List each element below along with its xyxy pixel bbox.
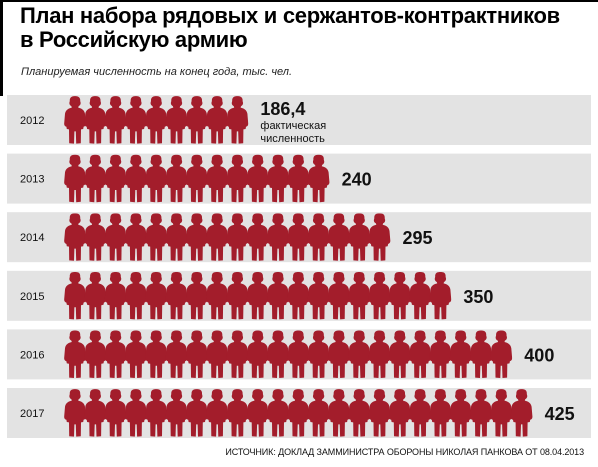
- top-rule: [0, 0, 598, 2]
- annotation-line-2: численность: [260, 133, 325, 145]
- year-label: 2016: [20, 349, 44, 361]
- row-2016: 2016 400: [7, 329, 591, 380]
- value-label: 295: [403, 228, 433, 248]
- chart-title-line-2: в Российскую армию: [20, 27, 248, 52]
- value-label: 186,4: [260, 99, 305, 119]
- year-label: 2015: [20, 291, 44, 303]
- row-2015: 2015 350: [7, 270, 591, 321]
- value-label: 350: [463, 287, 493, 307]
- chart-subtitle: Планируемая численность на конец года, т…: [21, 66, 293, 78]
- row-2017: 2017 425: [7, 388, 591, 438]
- chart-title: План набора рядовых и сержантов-контракт…: [20, 4, 580, 52]
- value-label: 425: [545, 404, 575, 424]
- title-rule: [0, 0, 3, 96]
- value-label: 240: [342, 170, 372, 190]
- chart-title-line-1: План набора рядовых и сержантов-контракт…: [20, 3, 560, 28]
- year-label: 2014: [20, 232, 44, 244]
- year-label: 2017: [20, 408, 44, 420]
- row-2014: 2014 295: [7, 212, 591, 263]
- year-label: 2012: [20, 115, 44, 127]
- year-label: 2013: [20, 174, 44, 186]
- source-note: ИСТОЧНИК: ДОКЛАД ЗАММИНИСТРА ОБОРОНЫ НИК…: [225, 447, 584, 457]
- value-label: 400: [524, 345, 554, 365]
- annotation-line-1: фактическая: [260, 120, 326, 132]
- row-2013: 2013 240: [7, 153, 591, 204]
